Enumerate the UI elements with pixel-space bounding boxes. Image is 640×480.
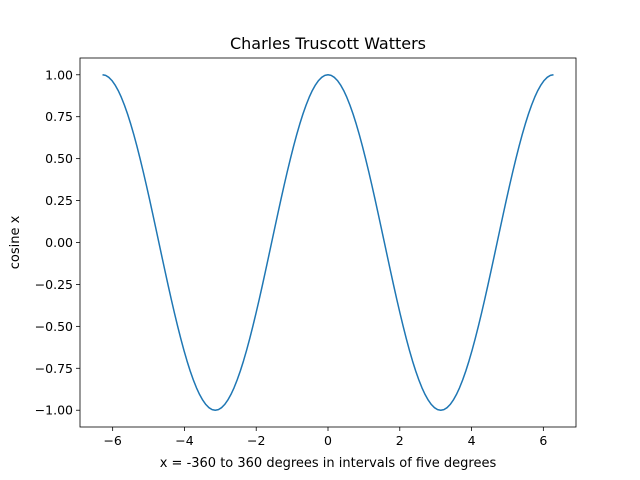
y-tick-label: 1.00: [45, 67, 73, 82]
x-axis-label: x = -360 to 360 degrees in intervals of …: [160, 456, 497, 471]
y-axis-label: cosine x: [8, 215, 23, 269]
x-tick-label: 4: [468, 433, 476, 448]
x-tick-label: 0: [324, 433, 332, 448]
x-tick-label: −4: [175, 433, 193, 448]
x-tick-label: −6: [103, 433, 121, 448]
y-axis: −1.00 −0.75 −0.50 −0.25 0.00 0.25 0.50 0.75 1.00: [35, 67, 80, 418]
y-tick-label: −0.50: [35, 319, 73, 334]
y-tick-label: 0.75: [45, 109, 73, 124]
y-tick-label: −1.00: [35, 403, 73, 418]
x-tick-label: −2: [247, 433, 265, 448]
x-tick-label: 2: [396, 433, 404, 448]
series-line-cosine: [102, 74, 554, 411]
chart-title: Charles Truscott Watters: [230, 34, 426, 53]
y-tick-label: 0.50: [45, 151, 73, 166]
x-tick-label: 6: [539, 433, 547, 448]
y-tick-label: 0.25: [45, 193, 73, 208]
y-tick-label: 0.00: [45, 235, 73, 250]
x-axis: −6 −4 −2 0 2 4 6: [103, 427, 547, 448]
y-tick-label: −0.75: [35, 361, 73, 376]
y-tick-label: −0.25: [35, 277, 73, 292]
